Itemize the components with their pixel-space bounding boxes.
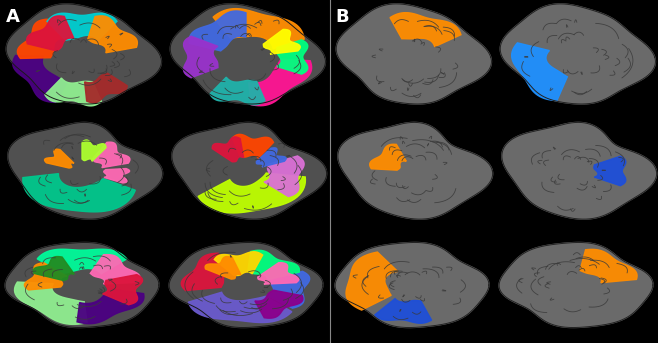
Polygon shape bbox=[93, 142, 130, 168]
Polygon shape bbox=[47, 13, 117, 40]
Polygon shape bbox=[210, 77, 265, 105]
Polygon shape bbox=[8, 122, 163, 219]
Polygon shape bbox=[27, 16, 74, 51]
Polygon shape bbox=[190, 11, 246, 51]
Polygon shape bbox=[188, 292, 291, 322]
Polygon shape bbox=[23, 174, 136, 212]
Polygon shape bbox=[33, 257, 74, 281]
Polygon shape bbox=[24, 263, 66, 290]
Polygon shape bbox=[258, 263, 299, 284]
Polygon shape bbox=[85, 73, 127, 103]
Polygon shape bbox=[17, 19, 64, 58]
Polygon shape bbox=[103, 275, 143, 305]
Polygon shape bbox=[277, 40, 308, 74]
Polygon shape bbox=[181, 253, 234, 291]
Text: A: A bbox=[6, 8, 20, 26]
Polygon shape bbox=[169, 243, 323, 328]
Polygon shape bbox=[502, 122, 657, 219]
Polygon shape bbox=[6, 4, 161, 104]
Polygon shape bbox=[500, 4, 655, 104]
Polygon shape bbox=[336, 4, 492, 104]
Polygon shape bbox=[232, 134, 274, 158]
Polygon shape bbox=[249, 59, 312, 106]
Text: B: B bbox=[336, 8, 349, 26]
Polygon shape bbox=[213, 137, 243, 162]
Polygon shape bbox=[45, 149, 74, 168]
Polygon shape bbox=[594, 156, 626, 186]
Polygon shape bbox=[205, 257, 241, 279]
Polygon shape bbox=[499, 243, 653, 328]
Polygon shape bbox=[248, 250, 299, 280]
Polygon shape bbox=[172, 122, 326, 219]
Polygon shape bbox=[390, 13, 461, 47]
Polygon shape bbox=[104, 168, 130, 183]
Polygon shape bbox=[263, 29, 300, 54]
Polygon shape bbox=[13, 56, 66, 102]
Polygon shape bbox=[45, 78, 101, 106]
Polygon shape bbox=[38, 249, 127, 274]
Polygon shape bbox=[255, 290, 303, 318]
Polygon shape bbox=[88, 16, 138, 53]
Polygon shape bbox=[184, 36, 218, 78]
Polygon shape bbox=[266, 271, 310, 308]
Polygon shape bbox=[264, 156, 304, 197]
Polygon shape bbox=[370, 144, 406, 170]
Polygon shape bbox=[580, 249, 637, 283]
Polygon shape bbox=[5, 243, 159, 328]
Polygon shape bbox=[375, 299, 432, 323]
Polygon shape bbox=[335, 243, 489, 328]
Polygon shape bbox=[82, 140, 106, 161]
Polygon shape bbox=[198, 173, 305, 213]
Polygon shape bbox=[257, 148, 286, 167]
Polygon shape bbox=[14, 282, 87, 324]
Polygon shape bbox=[512, 43, 567, 100]
Polygon shape bbox=[338, 122, 493, 219]
Polygon shape bbox=[346, 252, 397, 310]
Polygon shape bbox=[213, 9, 304, 49]
Polygon shape bbox=[215, 252, 263, 275]
Polygon shape bbox=[77, 289, 144, 324]
Polygon shape bbox=[90, 255, 140, 284]
Polygon shape bbox=[170, 4, 326, 104]
